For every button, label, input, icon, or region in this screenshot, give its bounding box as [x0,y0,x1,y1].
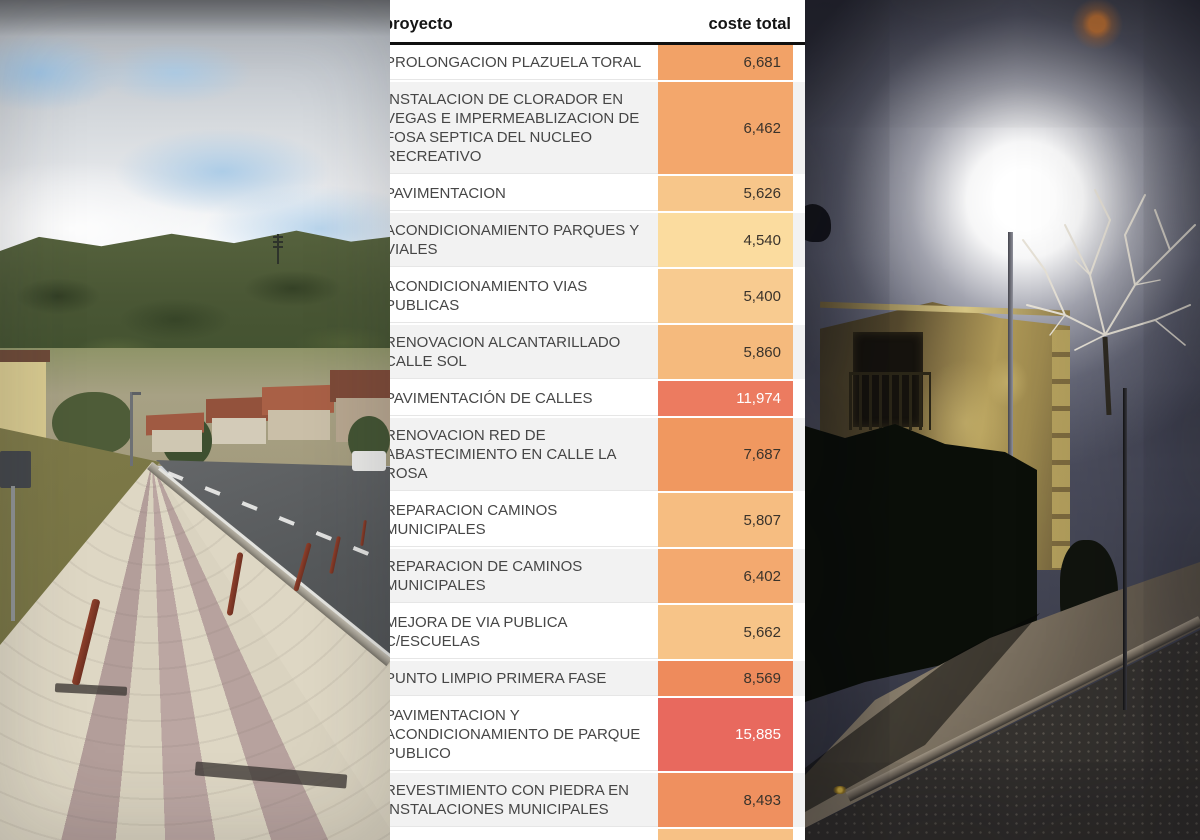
column-header-project: proyecto [390,15,453,33]
project-name: REPARACION CAMINOS MUNICIPALES [390,493,658,547]
table-row: REPARACION DE CAMINOS MUNICIPALES 6,402 [390,549,805,605]
table-row: REPARACION CAMINOS MUNICIPALES 5,807 [390,493,805,549]
project-name: PAVIMENTACIÓN DE CALLES [390,381,658,416]
cost-cell: 8,569 [658,661,793,696]
cost-cell: 5,400 [658,269,793,323]
house-wall [212,418,266,444]
cost-cell: 5,766 [658,829,793,840]
corner-stones [1052,330,1070,570]
project-name: PUNTO LIMPIO PRIMERA FASE [390,661,658,696]
table-row: ACONDICIONAMIENTO PARQUES Y VIALES 4,540 [390,213,805,269]
project-name: INSTALACION DE CLORADOR EN VEGAS E IMPER… [390,82,658,174]
cost-cell: 7,687 [658,418,793,491]
project-name: REPARACION DE CAMINOS MUNICIPALES [390,549,658,603]
project-name: PAVIMENTACION [390,176,658,211]
table-header: proyecto coste total [390,0,805,45]
right-photo-night-streetlight [805,0,1200,840]
project-name: RENOVACION RED DE ABASTECIMIENTO EN CALL… [390,418,658,491]
cost-cell: 5,807 [658,493,793,547]
cost-cell: 8,493 [658,773,793,827]
project-name: PAVIMENTACION Y ACONDICIONAMIENTO DE PAR… [390,698,658,771]
table-row: PAVIMENTACION Y ACONDICIONAMIENTO DE PAR… [390,698,805,773]
table-row: PAVIMENTACION 5,626 [390,176,805,213]
project-name: ACONDICIONAMIENTO VIAS PUBLICAS [390,269,658,323]
cost-cell: 5,860 [658,325,793,379]
house-roof [330,370,390,402]
cost-cell: 15,885 [658,698,793,771]
iron-railing [849,372,931,430]
cost-cell: 6,402 [658,549,793,603]
transmission-tower [273,234,283,264]
road-sign-back [0,451,31,488]
cost-cell: 6,462 [658,82,793,174]
house-wall [152,430,202,452]
project-name: ACONDICIONAMIENTO PARQUES Y VIALES [390,213,658,267]
cost-cell: 6,681 [658,45,793,80]
project-name: ILUMINACION EN LA RONDA SUR [390,829,658,840]
sign-pole [11,486,15,621]
table-row: ILUMINACION EN LA RONDA SUR5,766 [390,829,805,840]
table-row: MEJORA DE VIA PUBLICA C/ESCUELAS 5,662 [390,605,805,661]
table-row: REVESTIMIENTO CON PIEDRA EN INSTALACIONE… [390,773,805,829]
project-name: MEJORA DE VIA PUBLICA C/ESCUELAS [390,605,658,659]
table-row: ACONDICIONAMIENTO VIAS PUBLICAS 5,400 [390,269,805,325]
sign-pole-night [1123,388,1127,710]
left-photo-village-road [0,0,390,840]
column-header-cost: coste total [708,15,791,33]
yellow-reflector-glint [833,786,847,794]
table-row: PAVIMENTACIÓN DE CALLES 11,974 [390,381,805,418]
cost-cell: 5,626 [658,176,793,211]
project-cost-table: proyecto coste total PROLONGACION PLAZUE… [390,0,805,840]
cost-cell: 11,974 [658,381,793,416]
table-row: PUNTO LIMPIO PRIMERA FASE 8,569 [390,661,805,698]
table-row: INSTALACION DE CLORADOR EN VEGAS E IMPER… [390,82,805,176]
house-roof [0,350,50,362]
white-van [352,451,386,471]
table-row: RENOVACION ALCANTARILLADO CALLE SOL 5,860 [390,325,805,381]
street-lamp [130,392,141,466]
project-name: PROLONGACION PLAZUELA TORAL [390,45,658,80]
project-name: REVESTIMIENTO CON PIEDRA EN INSTALACIONE… [390,773,658,827]
lamp-post [1008,232,1013,630]
project-table-body: PROLONGACION PLAZUELA TORAL 6,681 INSTALAC… [390,45,805,840]
sky [0,0,390,260]
cost-cell: 4,540 [658,213,793,267]
cost-cell: 5,662 [658,605,793,659]
table-row: PROLONGACION PLAZUELA TORAL 6,681 [390,45,805,82]
table-row: RENOVACION RED DE ABASTECIMIENTO EN CALL… [390,418,805,493]
bare-tree [1022,189,1196,415]
project-name: RENOVACION ALCANTARILLADO CALLE SOL [390,325,658,379]
house-wall [268,410,330,440]
